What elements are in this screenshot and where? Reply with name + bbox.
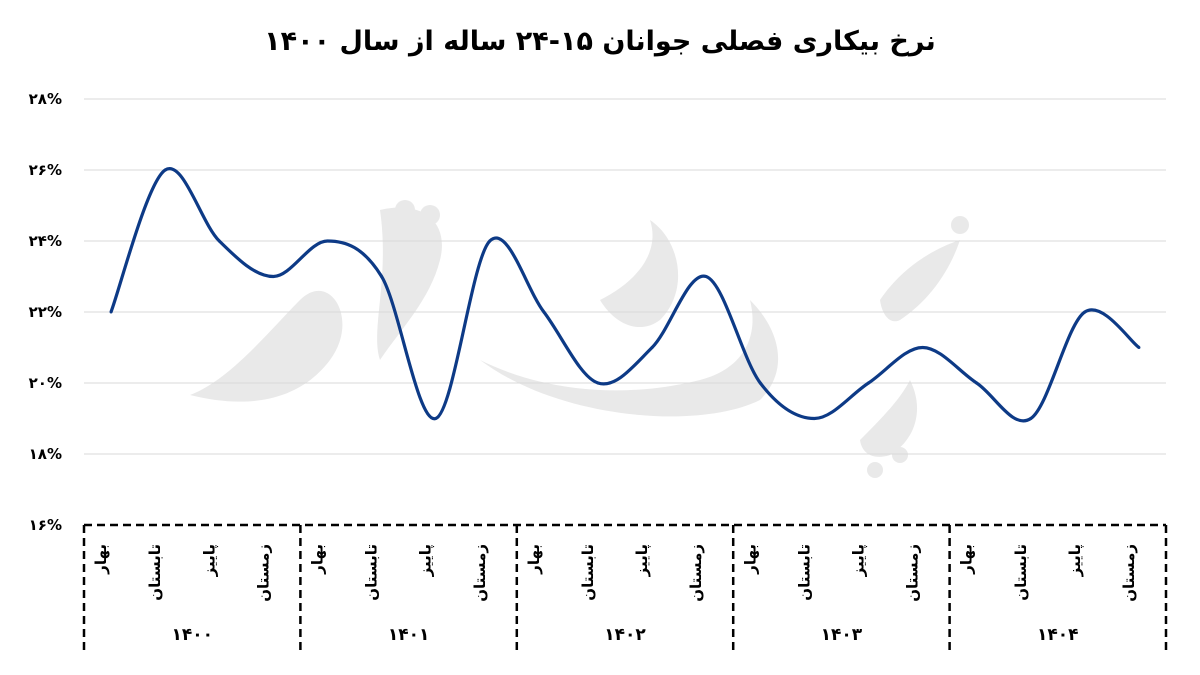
season-label: تابستان (1012, 544, 1030, 601)
y-tick-label: ۱۶% (29, 516, 62, 534)
y-axis-labels: ۱۶% ۱۸% ۲۰% ۲۲% ۲۴% ۲۶% ۲۸% (29, 90, 62, 534)
data-point (596, 381, 600, 385)
data-point (866, 381, 870, 385)
y-tick-label: ۲۸% (29, 90, 62, 108)
data-point (488, 239, 492, 243)
data-point (1083, 310, 1087, 314)
data-point (217, 239, 221, 243)
year-label: ۱۴۰۲ (604, 625, 646, 645)
grid-lines (84, 98, 1166, 455)
season-label: پاییز (200, 544, 219, 577)
data-point (271, 275, 275, 278)
data-point (812, 417, 816, 420)
season-label: بهار (92, 544, 110, 575)
season-label: تابستان (146, 544, 164, 601)
season-label: زمستان (687, 544, 705, 602)
data-point (1029, 417, 1033, 420)
y-tick-label: ۲۶% (29, 161, 62, 179)
season-label: زمستان (904, 544, 922, 602)
season-label: تابستان (795, 544, 813, 601)
data-point (704, 275, 708, 278)
season-label: پاییز (417, 544, 436, 577)
watermark-logo (190, 200, 969, 478)
year-labels: ۱۴۰۰ ۱۴۰۱ ۱۴۰۲ ۱۴۰۳ ۱۴۰۴ (171, 625, 1078, 645)
season-label: بهار (309, 544, 327, 575)
data-point (434, 417, 438, 420)
y-tick-label: ۱۸% (29, 445, 62, 463)
year-groups (82, 523, 1168, 650)
y-tick-label: ۲۰% (29, 374, 62, 392)
season-label: بهار (525, 544, 543, 575)
season-label: زمستان (1120, 544, 1138, 602)
year-label: ۱۴۰۴ (1037, 625, 1079, 645)
data-point (163, 168, 167, 172)
data-point (921, 346, 925, 349)
data-point (758, 381, 762, 385)
season-label: تابستان (579, 544, 597, 601)
season-label: پاییز (633, 544, 652, 577)
season-labels: بهار تابستان پاییز زمستان بهار تابستان پاییز زم… (92, 544, 1138, 602)
data-point (975, 381, 979, 385)
season-label: زمستان (471, 544, 489, 602)
season-label: تابستان (363, 544, 381, 601)
chart-title: نرخ بیکاری فصلی جوانان ۱۵-۲۴ ساله از سال… (264, 26, 936, 57)
data-point (542, 310, 546, 314)
series-group (109, 167, 1141, 423)
data-point (1137, 346, 1141, 349)
season-label: زمستان (254, 544, 272, 602)
season-label: پاییز (850, 544, 869, 577)
year-label: ۱۴۰۰ (171, 625, 213, 645)
y-tick-label: ۲۲% (29, 303, 62, 321)
season-label: پاییز (1066, 544, 1085, 577)
data-point (650, 346, 654, 349)
data-point (380, 275, 384, 278)
year-label: ۱۴۰۱ (388, 625, 430, 645)
y-tick-label: ۲۴% (29, 232, 62, 250)
year-label: ۱۴۰۳ (821, 625, 863, 645)
data-point (109, 310, 113, 314)
data-point (325, 239, 329, 243)
season-label: بهار (741, 544, 759, 575)
season-label: بهار (958, 544, 976, 575)
